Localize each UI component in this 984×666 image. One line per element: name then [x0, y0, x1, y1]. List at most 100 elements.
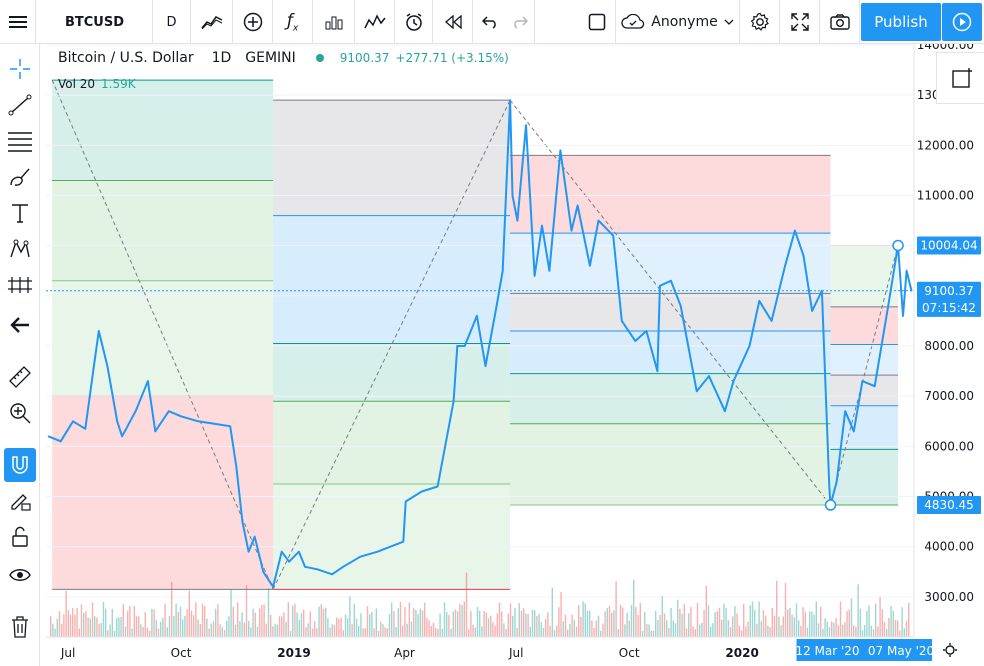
volume-bar — [382, 624, 384, 637]
volume-bar — [668, 627, 670, 637]
lock-tool[interactable] — [0, 520, 40, 554]
object-tree-button[interactable] — [936, 52, 984, 104]
prediction-tool[interactable] — [0, 268, 40, 302]
volume-bar — [870, 625, 872, 637]
volume-bar — [276, 624, 278, 637]
price-point — [621, 320, 623, 322]
volume-bar — [248, 620, 250, 637]
axis-settings-icon — [943, 643, 957, 657]
volume-bar — [226, 620, 228, 637]
price-point — [280, 550, 283, 553]
price-point — [902, 315, 904, 317]
volume-bar — [507, 613, 509, 637]
price-point — [670, 279, 672, 282]
redo-button[interactable] — [505, 0, 535, 44]
volume-bar — [637, 615, 639, 637]
compare-button[interactable] — [355, 0, 395, 44]
visibility-tool[interactable] — [0, 558, 40, 592]
volume-bar — [239, 621, 241, 637]
price-point — [84, 427, 87, 430]
volume-bar — [505, 628, 507, 637]
price-point — [247, 550, 250, 553]
chart-type-button[interactable] — [191, 0, 233, 44]
volume-bar — [674, 623, 677, 637]
interval-button[interactable]: D — [153, 0, 191, 44]
volume-bar — [703, 609, 705, 637]
crosshair-tool[interactable] — [0, 52, 40, 86]
legend-interval: 1D — [211, 50, 232, 66]
play-button[interactable] — [942, 3, 982, 41]
volume-bar — [384, 627, 386, 637]
templates-button[interactable] — [313, 0, 355, 44]
volume-bar — [784, 583, 787, 637]
volume-bar — [485, 612, 487, 637]
menu-button[interactable] — [0, 0, 36, 44]
volume-bar — [265, 623, 267, 637]
volume-bar — [50, 616, 52, 637]
measure-tool[interactable] — [0, 360, 40, 394]
volume-bar — [677, 599, 679, 637]
settings-button[interactable] — [740, 0, 780, 44]
magnet-tool[interactable] — [4, 448, 36, 482]
pencil-lock-icon — [11, 494, 31, 511]
volume-bar — [87, 617, 89, 637]
pattern-tool[interactable] — [0, 232, 40, 266]
price-point — [758, 300, 761, 302]
brush-tool[interactable] — [0, 160, 40, 194]
price-point — [811, 310, 813, 312]
snapshot-button[interactable] — [820, 0, 860, 44]
volume-bar — [542, 628, 545, 637]
stay-in-drawing-tool[interactable] — [0, 484, 40, 518]
trendline-tool[interactable] — [0, 88, 40, 122]
volume-bar — [529, 626, 531, 637]
undo-button[interactable] — [473, 0, 507, 44]
volume-bar — [540, 622, 542, 637]
remove-tool[interactable] — [0, 610, 40, 644]
volume-bar — [419, 608, 421, 637]
fullscreen-button[interactable] — [780, 0, 820, 44]
volume-bar — [283, 612, 285, 637]
price-point — [134, 410, 137, 413]
volume-bar — [791, 614, 793, 637]
price-point — [589, 264, 591, 267]
volume-bar — [118, 617, 120, 637]
volume-bar — [149, 630, 151, 637]
fullscreen-layout-button[interactable] — [578, 0, 616, 44]
volume-bar — [481, 626, 483, 637]
alert-button[interactable] — [395, 0, 433, 44]
volume-bar — [672, 620, 674, 637]
volume-bar — [232, 606, 234, 637]
publish-button[interactable]: Publish — [861, 3, 941, 41]
layout-menu-button[interactable]: Anonyme — [616, 0, 740, 44]
price-point — [612, 234, 615, 237]
volume-bar — [369, 614, 371, 637]
volume-bar — [894, 619, 897, 637]
symbol-search-button[interactable]: BTCUSD — [37, 0, 153, 44]
volume-bar — [243, 622, 245, 637]
text-tool[interactable] — [0, 196, 40, 230]
volume-bar — [487, 618, 490, 637]
volume-bar — [406, 623, 408, 637]
indicators-button[interactable]: ƒx — [273, 0, 313, 44]
add-indicator-button[interactable] — [233, 0, 273, 44]
zoom-tool[interactable] — [0, 396, 40, 430]
fib-tool[interactable] — [0, 124, 40, 158]
volume-bar — [305, 627, 307, 637]
volume-bar — [443, 602, 446, 637]
price-point — [93, 365, 95, 367]
replay-button[interactable] — [433, 0, 473, 44]
y-tick-label: 8000.00 — [924, 339, 974, 353]
price-point — [262, 570, 265, 573]
volume-bar — [199, 624, 201, 637]
symbol-description[interactable]: Bitcoin / U.S. Dollar — [58, 50, 194, 66]
volume-bar — [215, 608, 217, 637]
volume-bar — [558, 607, 560, 637]
volume-bar — [206, 618, 208, 637]
compare-chart-icon — [363, 14, 386, 29]
volume-bar — [831, 621, 833, 637]
back-tool[interactable] — [0, 308, 40, 342]
volume-bar — [514, 608, 516, 637]
volume-bar — [325, 607, 327, 637]
volume-bar — [461, 604, 463, 637]
